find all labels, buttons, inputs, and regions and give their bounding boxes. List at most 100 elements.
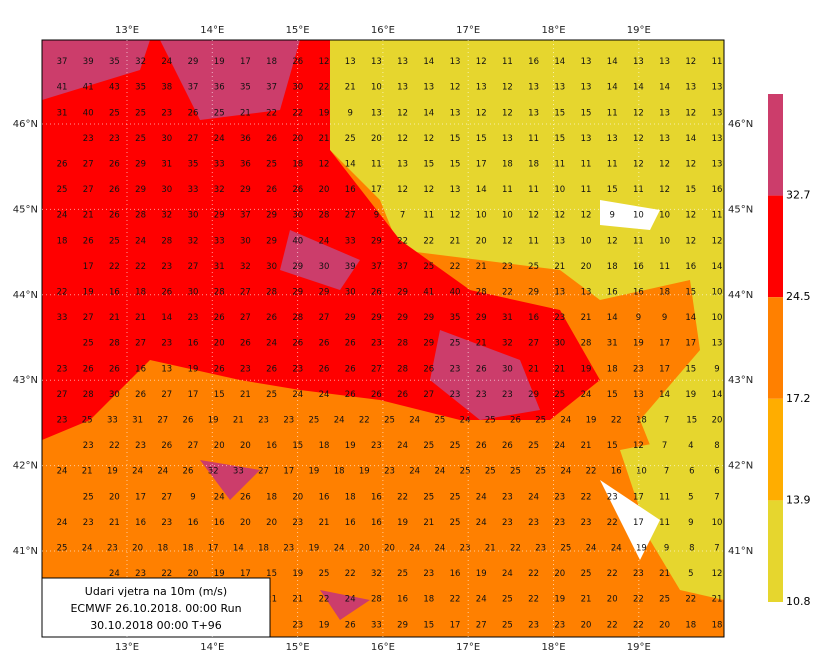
- wind-gust-value: 13: [502, 134, 513, 144]
- wind-gust-value: 7: [664, 467, 669, 477]
- wind-gust-value: 20: [607, 595, 618, 605]
- wind-gust-value: 32: [135, 57, 146, 67]
- wind-gust-value: 40: [450, 288, 461, 298]
- wind-gust-value: 17: [283, 467, 294, 477]
- wind-gust-value: 16: [397, 595, 408, 605]
- wind-gust-value: 13: [528, 83, 539, 93]
- wind-gust-value: 23: [292, 364, 303, 374]
- wind-gust-value: 11: [659, 262, 670, 272]
- wind-gust-value: 17: [685, 339, 696, 349]
- wind-gust-value: 23: [476, 390, 487, 400]
- wind-gust-value: 27: [371, 364, 382, 374]
- wind-gust-value: 19: [309, 467, 320, 477]
- wind-gust-value: 13: [607, 134, 618, 144]
- wind-gust-value: 40: [83, 32, 94, 42]
- wind-gust-value: 36: [240, 134, 251, 144]
- wind-gust-value: 35: [240, 83, 251, 93]
- wind-gust-value: 31: [132, 416, 143, 426]
- wind-gust-value: 24: [434, 467, 445, 477]
- wind-gust-value: 39: [345, 262, 356, 272]
- wind-gust-value: 23: [292, 620, 303, 630]
- wind-gust-value: 12: [397, 185, 408, 195]
- wind-gust-value: 17: [476, 160, 487, 170]
- wind-gust-value: 22: [450, 262, 461, 272]
- wind-gust-value: 19: [359, 467, 370, 477]
- wind-gust-value: 26: [266, 364, 277, 374]
- wind-gust-value: 21: [581, 595, 592, 605]
- wind-gust-value: 22: [633, 620, 644, 630]
- wind-gust-value: 35: [450, 313, 461, 323]
- wind-gust-value: 24: [57, 518, 68, 528]
- wind-gust-value: 13: [450, 185, 461, 195]
- wind-gust-value: 10: [633, 211, 644, 221]
- lon-label: 17°E: [456, 642, 480, 653]
- wind-gust-value: 21: [476, 339, 487, 349]
- wind-gust-value: 23: [161, 262, 172, 272]
- wind-gust-value: 28: [214, 32, 225, 42]
- wind-gust-value: 13: [161, 364, 172, 374]
- wind-gust-value: 19: [83, 288, 94, 298]
- wind-gust-value: 25: [423, 492, 434, 502]
- wind-gust-value: 18: [659, 288, 670, 298]
- wind-gust-value: 32: [240, 262, 251, 272]
- wind-gust-value: 28: [214, 288, 225, 298]
- wind-gust-value: 24: [161, 57, 172, 67]
- wind-gust-value: 12: [502, 108, 513, 118]
- lon-label: 18°E: [541, 25, 565, 36]
- wind-gust-value: 20: [384, 544, 395, 554]
- wind-gust-value: 26: [109, 160, 120, 170]
- wind-gust-value: 16: [611, 467, 622, 477]
- wind-gust-value: 29: [528, 390, 539, 400]
- wind-gust-value: 30: [161, 185, 172, 195]
- wind-gust-value: 27: [240, 313, 251, 323]
- wind-gust-value: 12: [659, 160, 670, 170]
- lat-label: 44°N: [728, 290, 753, 301]
- wind-gust-value: 21: [109, 313, 120, 323]
- wind-gust-value: 22: [397, 492, 408, 502]
- wind-gust-value: 26: [502, 441, 513, 451]
- wind-gust-value: 20: [319, 185, 330, 195]
- wind-gust-value: 18: [266, 57, 277, 67]
- wind-gust-value: 12: [450, 83, 461, 93]
- wind-gust-value: 23: [319, 32, 330, 42]
- wind-gust-value: 16: [319, 492, 330, 502]
- wind-gust-value: 14: [685, 134, 696, 144]
- wind-gust-value: 22: [633, 595, 644, 605]
- wind-gust-value: 23: [57, 364, 68, 374]
- wind-gust-value: 20: [292, 492, 303, 502]
- wind-gust-value: 16: [266, 441, 277, 451]
- wind-gust-value: 26: [135, 390, 146, 400]
- wind-gust-value: 18: [183, 544, 194, 554]
- wind-gust-value: 9: [609, 211, 614, 221]
- wind-gust-value: 33: [214, 236, 225, 246]
- lat-label: 42°N: [728, 461, 753, 472]
- wind-gust-value: 26: [397, 390, 408, 400]
- lat-label: 45°N: [728, 204, 753, 215]
- wind-gust-value: 46: [109, 32, 120, 42]
- lat-label: 42°N: [13, 461, 38, 472]
- wind-gust-value: 15: [423, 620, 434, 630]
- wind-gust-value: 31: [214, 262, 225, 272]
- wind-gust-value: 23: [554, 518, 565, 528]
- wind-gust-value: 30: [345, 288, 356, 298]
- wind-gust-value: 29: [135, 160, 146, 170]
- wind-gust-value: 12: [502, 236, 513, 246]
- wind-gust-value: 31: [57, 108, 68, 118]
- wind-gust-value: 12: [633, 441, 644, 451]
- wind-gust-value: 21: [485, 544, 496, 554]
- info-line: ECMWF 26.10.2018. 00:00 Run: [70, 602, 241, 615]
- wind-gust-value: 13: [397, 57, 408, 67]
- wind-gust-value: 23: [283, 416, 294, 426]
- wind-gust-value: 32: [161, 211, 172, 221]
- lon-label: 19°E: [627, 642, 651, 653]
- wind-gust-value: 32: [188, 236, 199, 246]
- wind-gust-value: 19: [476, 569, 487, 579]
- wind-gust-value: 14: [607, 83, 618, 93]
- wind-gust-value: 12: [476, 32, 487, 42]
- colorbar-segment: [768, 500, 783, 602]
- wind-gust-value: 25: [135, 134, 146, 144]
- wind-gust-value: 11: [607, 108, 618, 118]
- wind-gust-value: 32: [266, 32, 277, 42]
- wind-gust-value: 26: [345, 390, 356, 400]
- wind-gust-value: 9: [664, 544, 669, 554]
